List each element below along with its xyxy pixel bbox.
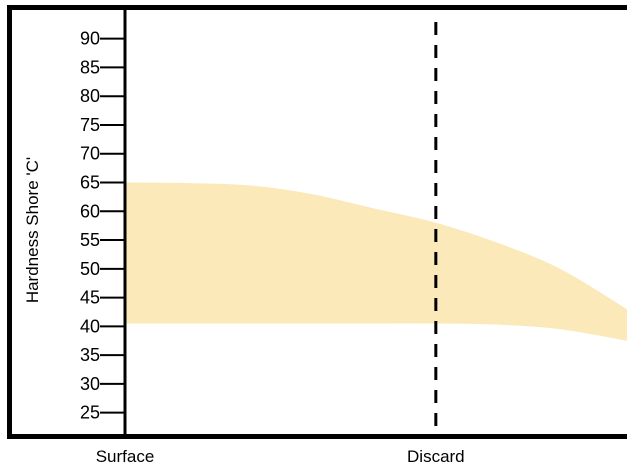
y-tick-label: 35 [80,345,100,365]
y-tick-label: 40 [80,316,100,336]
hardness-band-area [125,182,627,341]
y-tick-label: 75 [80,115,100,135]
y-tick-label: 25 [80,403,100,423]
x-label-discard: Discard [407,447,465,466]
y-ticks-group: 90 85 80 75 70 65 60 55 50 45 40 35 30 25 [80,29,125,423]
y-axis-title: Hardness Shore 'C' [23,157,42,303]
y-tick-label: 80 [80,86,100,106]
y-tick-label: 50 [80,259,100,279]
y-tick-label: 90 [80,29,100,49]
x-label-surface: Surface [96,447,155,466]
y-tick-label: 60 [80,201,100,221]
y-tick-label: 45 [80,288,100,308]
y-tick-label: 30 [80,374,100,394]
y-tick-label: 85 [80,57,100,77]
chart-frame [7,5,627,439]
y-tick-label: 70 [80,144,100,164]
y-tick-label: 65 [80,173,100,193]
y-tick-label: 55 [80,230,100,250]
